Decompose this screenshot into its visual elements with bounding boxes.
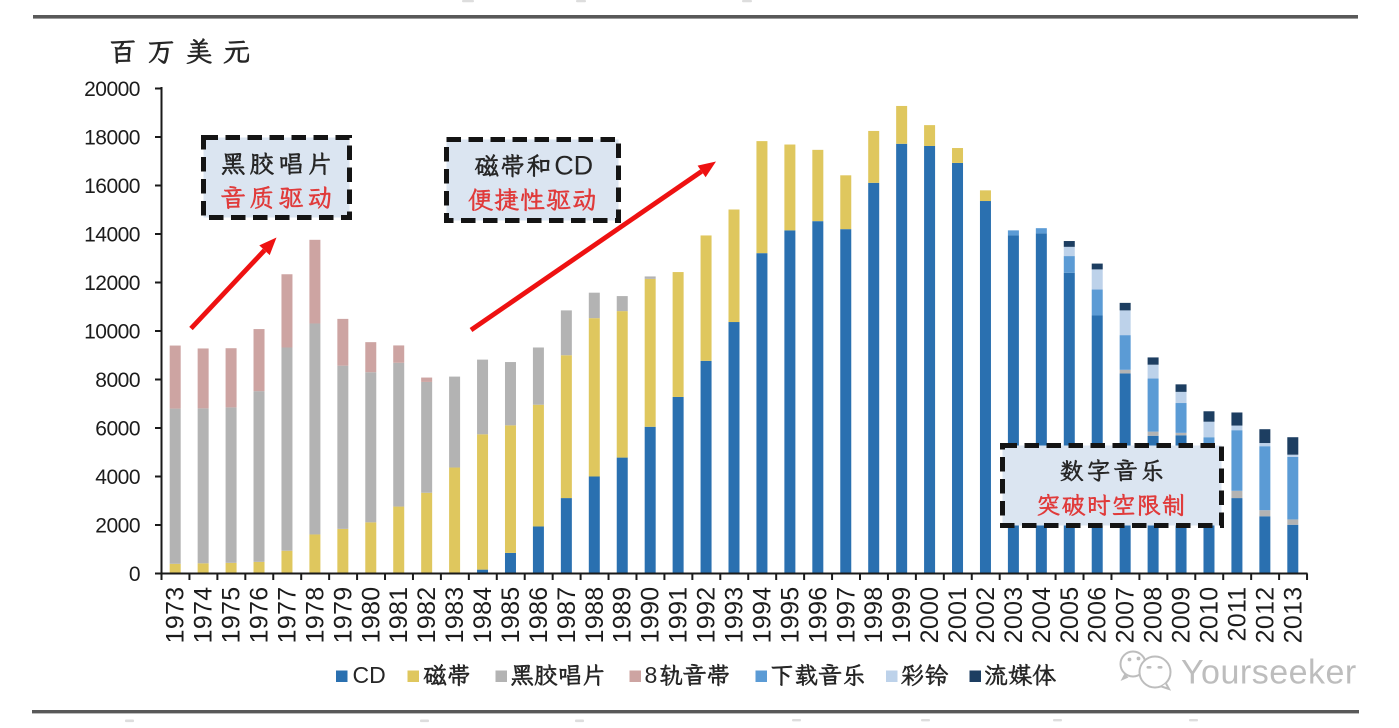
svg-text:1984: 1984: [469, 587, 497, 644]
svg-text:2009: 2009: [1168, 587, 1196, 644]
svg-text:1976: 1976: [246, 587, 274, 644]
svg-text:2002: 2002: [972, 587, 1000, 644]
svg-text:2007: 2007: [1112, 587, 1140, 644]
svg-text:1973: 1973: [162, 587, 190, 644]
svg-text:1986: 1986: [525, 587, 553, 644]
svg-text:Yourseeker: Yourseeker: [1181, 654, 1357, 692]
svg-text:1998: 1998: [860, 587, 888, 644]
svg-text:1994: 1994: [748, 587, 776, 644]
svg-text:20000: 20000: [84, 78, 140, 101]
svg-text:2000: 2000: [916, 587, 944, 644]
svg-text:1992: 1992: [693, 587, 721, 644]
svg-text:2008: 2008: [1140, 587, 1168, 644]
svg-text:10000: 10000: [84, 321, 140, 344]
svg-text:1985: 1985: [497, 587, 525, 644]
svg-text:2005: 2005: [1056, 587, 1084, 644]
svg-text:0: 0: [129, 563, 140, 586]
svg-text:4000: 4000: [95, 466, 140, 489]
svg-text:1995: 1995: [776, 587, 804, 644]
svg-text:1978: 1978: [301, 587, 329, 644]
svg-text:1979: 1979: [329, 587, 357, 644]
svg-text:2013: 2013: [1279, 587, 1307, 644]
svg-text:2011: 2011: [1223, 587, 1251, 642]
svg-text:CD: CD: [554, 151, 593, 181]
svg-text:1975: 1975: [218, 587, 246, 644]
svg-text:1991: 1991: [665, 587, 693, 644]
svg-text:14000: 14000: [84, 224, 140, 247]
svg-text:8000: 8000: [95, 369, 140, 392]
svg-text:1977: 1977: [273, 587, 301, 644]
svg-text:2012: 2012: [1251, 587, 1279, 644]
svg-text:2006: 2006: [1084, 587, 1112, 644]
svg-text:1987: 1987: [553, 587, 581, 644]
svg-text:1983: 1983: [441, 587, 469, 644]
svg-text:2001: 2001: [944, 587, 972, 644]
svg-text:1974: 1974: [190, 587, 218, 644]
svg-text:CD: CD: [353, 662, 386, 688]
svg-text:6000: 6000: [95, 418, 140, 441]
svg-text:1982: 1982: [413, 587, 441, 644]
svg-text:16000: 16000: [84, 175, 140, 198]
svg-text:1993: 1993: [721, 587, 749, 644]
svg-text:12000: 12000: [84, 272, 140, 295]
svg-text:18000: 18000: [84, 127, 140, 150]
svg-text:1988: 1988: [581, 587, 609, 644]
svg-text:1989: 1989: [609, 587, 637, 644]
svg-text:1996: 1996: [804, 587, 832, 644]
svg-text:2003: 2003: [1000, 587, 1028, 644]
svg-text:1997: 1997: [832, 587, 860, 644]
svg-text:2004: 2004: [1028, 587, 1056, 644]
svg-text:2000: 2000: [95, 515, 140, 538]
svg-text:1981: 1981: [385, 587, 413, 644]
svg-text:2010: 2010: [1195, 587, 1223, 644]
svg-text:8: 8: [645, 662, 658, 688]
svg-text:1999: 1999: [888, 587, 916, 644]
svg-text:1990: 1990: [637, 587, 665, 644]
svg-text:1980: 1980: [357, 587, 385, 644]
